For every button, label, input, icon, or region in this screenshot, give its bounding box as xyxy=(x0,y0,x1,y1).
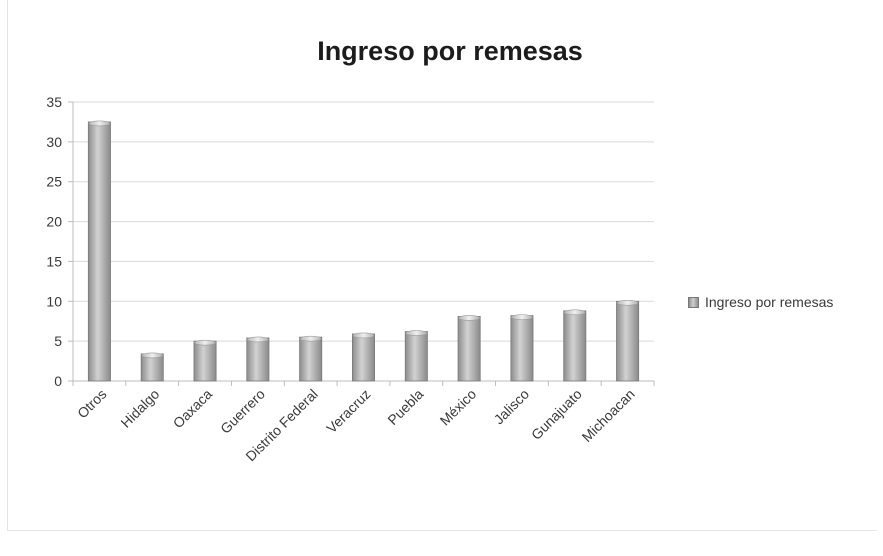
bar-cap xyxy=(511,314,533,320)
bar-cap xyxy=(616,299,639,306)
bar-cap xyxy=(299,335,322,342)
legend: Ingreso por remesas xyxy=(688,294,833,310)
bar-cap xyxy=(141,352,164,359)
bar-cap xyxy=(458,315,481,321)
bars xyxy=(87,120,640,382)
y-tick-label: 20 xyxy=(46,214,62,230)
bar-cap xyxy=(352,332,375,339)
y-tick-label: 35 xyxy=(46,94,62,110)
bar-distrito-federal xyxy=(299,336,323,382)
x-tick-label: Michoacan xyxy=(579,386,638,445)
bar-guerrero xyxy=(246,337,270,382)
bar-puebla xyxy=(404,331,428,382)
x-tick-label: Puebla xyxy=(384,386,426,428)
y-tick-label: 15 xyxy=(46,253,62,269)
y-tick-label: 25 xyxy=(46,174,62,190)
y-tick-labels: 0 5 10 15 20 25 30 35 xyxy=(46,94,62,389)
gridlines xyxy=(73,101,654,342)
y-tick-label: 10 xyxy=(46,293,62,309)
chart-title: Ingreso por remesas xyxy=(317,36,583,66)
frame-left-border xyxy=(7,0,8,530)
bar-m-xico xyxy=(457,316,481,382)
bar-cap xyxy=(246,336,269,343)
legend-label: Ingreso por remesas xyxy=(705,294,834,310)
bar-michoacan xyxy=(616,300,640,382)
x-tick-label: Hidalgo xyxy=(117,386,162,431)
frame-bottom-border xyxy=(7,530,877,531)
x-tick-label: México xyxy=(437,386,480,429)
bar-oaxaca xyxy=(193,340,217,382)
bar-cap xyxy=(563,309,586,316)
bar-cap xyxy=(405,330,428,336)
y-tick-label: 5 xyxy=(54,333,62,349)
legend-swatch xyxy=(688,296,699,308)
bar-cap xyxy=(194,339,216,346)
y-tick-label: 30 xyxy=(46,134,62,150)
bar-veracruz xyxy=(352,333,375,382)
x-tick-label: Oaxaca xyxy=(170,386,216,432)
x-tick-label: Veracruz xyxy=(323,386,373,436)
bar-jalisco xyxy=(510,315,534,382)
bar-cap xyxy=(88,120,111,127)
x-tick-label: Guerrero xyxy=(217,386,268,437)
x-tick-label: Gunajuato xyxy=(528,386,585,443)
bar-gunajuato xyxy=(563,310,587,382)
y-tick-label: 0 xyxy=(54,373,62,389)
x-tick-label: Otros xyxy=(74,386,110,422)
bar-otros xyxy=(87,121,111,382)
x-tick-label: Jalisco xyxy=(491,386,533,428)
